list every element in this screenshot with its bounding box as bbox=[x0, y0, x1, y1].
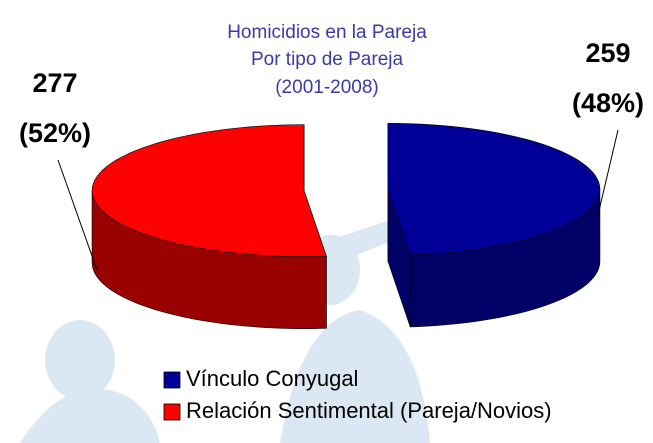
chart: Homicidios en la Pareja Por tipo de Pare… bbox=[0, 0, 653, 443]
chart-title: Por tipo de Pareja bbox=[251, 49, 404, 70]
value-label: 259 bbox=[585, 38, 630, 68]
legend-swatch bbox=[164, 372, 180, 388]
percent-label: (52%) bbox=[19, 118, 91, 148]
value-label: 277 bbox=[32, 68, 77, 98]
chart-title: Homicidios en la Pareja bbox=[227, 22, 427, 43]
legend-label: Relación Sentimental (Pareja/Novios) bbox=[186, 398, 552, 423]
percent-label: (48%) bbox=[572, 88, 644, 118]
leader-line bbox=[58, 160, 97, 270]
leader-line bbox=[598, 130, 618, 215]
chart-title: (2001-2008) bbox=[275, 77, 379, 98]
legend-swatch bbox=[164, 404, 180, 420]
legend-label: Vínculo Conyugal bbox=[186, 366, 358, 391]
